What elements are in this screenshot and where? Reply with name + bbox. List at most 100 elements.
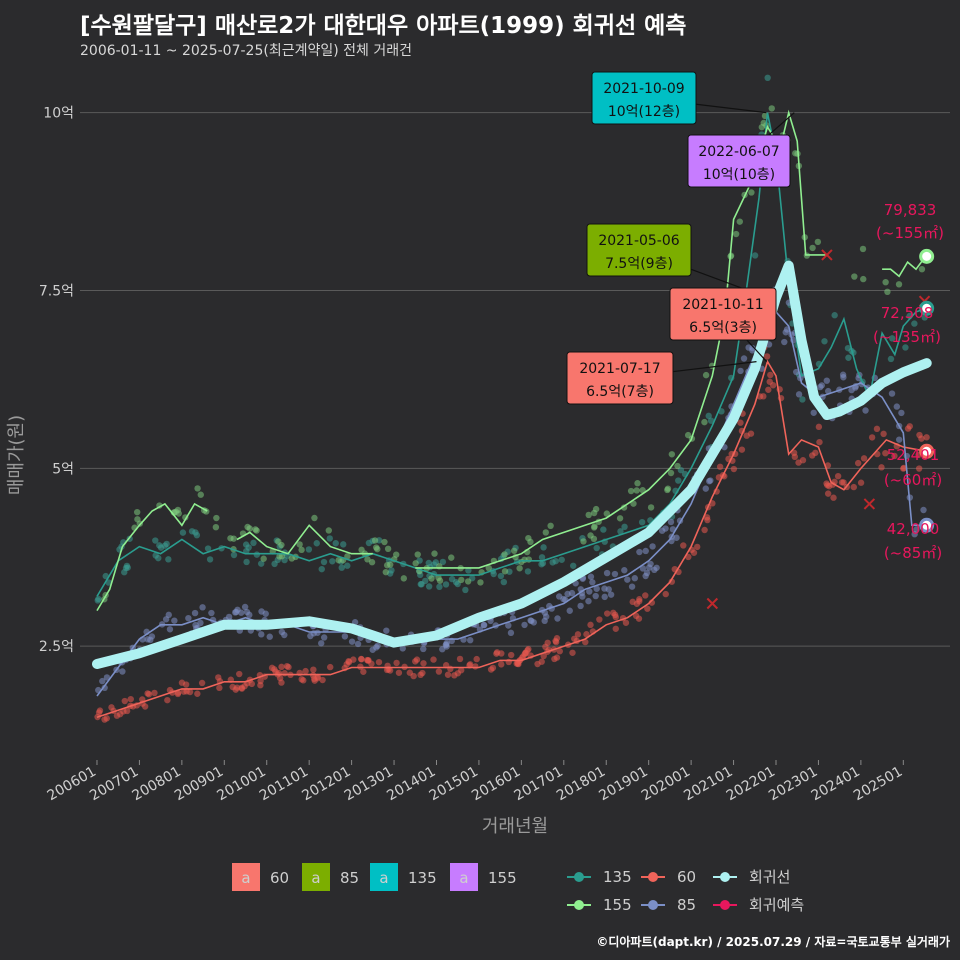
trade-point [647,504,655,511]
trade-point [634,480,641,487]
latest-marker [919,443,935,459]
trade-point [358,656,365,663]
annotation-date: 2021-10-09 [603,81,684,97]
legend-line-dot [574,900,584,910]
trade-point [553,654,561,661]
trade-point [763,353,771,360]
trade-point [198,679,206,687]
trade-point [916,431,923,439]
outlier-mark [706,597,719,610]
trade-point [583,631,590,638]
trade-point [895,436,903,443]
trade-point [208,609,215,617]
trade-point [888,335,896,342]
trade-point [632,612,640,620]
trade-point [600,526,607,533]
trade-point [145,691,153,698]
trade-point [335,556,342,564]
trade-point [498,661,505,668]
trade-point [360,668,367,675]
trade-point [236,670,243,678]
regression-line [92,260,932,669]
trade-point [593,544,600,552]
trade-point [516,565,523,572]
trade-point [464,578,472,585]
legend-line-label: 155 [603,896,632,914]
trade-point [186,688,194,696]
trade-point [365,656,372,664]
trade-point [587,532,594,539]
trade-point [166,626,174,633]
trade-point [860,275,867,283]
trade-point [596,616,603,623]
annotation-date: 2021-05-06 [598,233,679,249]
trade-point [603,569,611,577]
trade-point [812,449,819,457]
trade-point [260,555,267,562]
trade-point [101,684,108,692]
trade-point [850,483,857,491]
trade-point [580,538,587,545]
trade-point [302,667,309,675]
trade-point [703,514,711,521]
trade-point [834,472,842,480]
trade-point [425,583,433,590]
trade-point [258,631,265,638]
trade-point [810,409,817,416]
trade-point [781,338,788,346]
trade-point [644,605,651,612]
trade-point [250,539,257,547]
trade-point [539,560,547,567]
annotation-value: 6.5억(7층) [586,384,654,400]
trade-point [544,639,551,646]
trade-point [918,265,926,273]
trade-point [556,648,563,655]
trade-point [448,554,455,561]
trade-point [768,105,775,112]
trade-point [816,383,824,391]
trade-point [541,617,548,625]
trade-point [276,553,283,560]
trade-point [795,391,803,398]
trade-point [891,452,898,460]
trade-point [730,465,738,473]
trade-point [420,645,427,653]
legend-area-swatch [370,863,398,891]
trade-point [191,609,199,617]
trade-point [667,518,675,526]
trade-point [521,556,528,564]
trade-point [96,707,104,714]
trade-point [751,252,759,259]
trade-point [716,463,724,470]
trade-point [555,593,563,600]
trade-point [767,371,774,379]
trade-point [431,550,438,557]
trade-point [278,663,285,671]
trade-point [344,562,351,569]
trade-point [737,367,744,375]
series-line-60 [96,359,927,719]
trade-point [428,575,435,582]
trade-point [320,558,328,566]
trade-point [902,344,909,351]
trade-point [340,541,347,548]
trade-point [413,656,421,663]
trade-point [667,469,675,477]
trade-point [204,545,212,552]
trade-point [485,564,492,572]
annotation-box [586,223,692,277]
trade-point [611,570,619,578]
trade-point [649,543,656,550]
trade-point [338,564,345,571]
trade-point [538,554,546,561]
x-tick-label: 202501 [851,764,905,805]
y-tick-label: 7.5억 [39,284,74,300]
trade-point [212,523,220,531]
trade-point [636,548,643,556]
trade-point [230,551,238,559]
trade-point [630,500,637,507]
trade-point [525,645,532,653]
trade-point [587,573,595,580]
trade-point [382,568,390,576]
trade-point [311,514,318,522]
